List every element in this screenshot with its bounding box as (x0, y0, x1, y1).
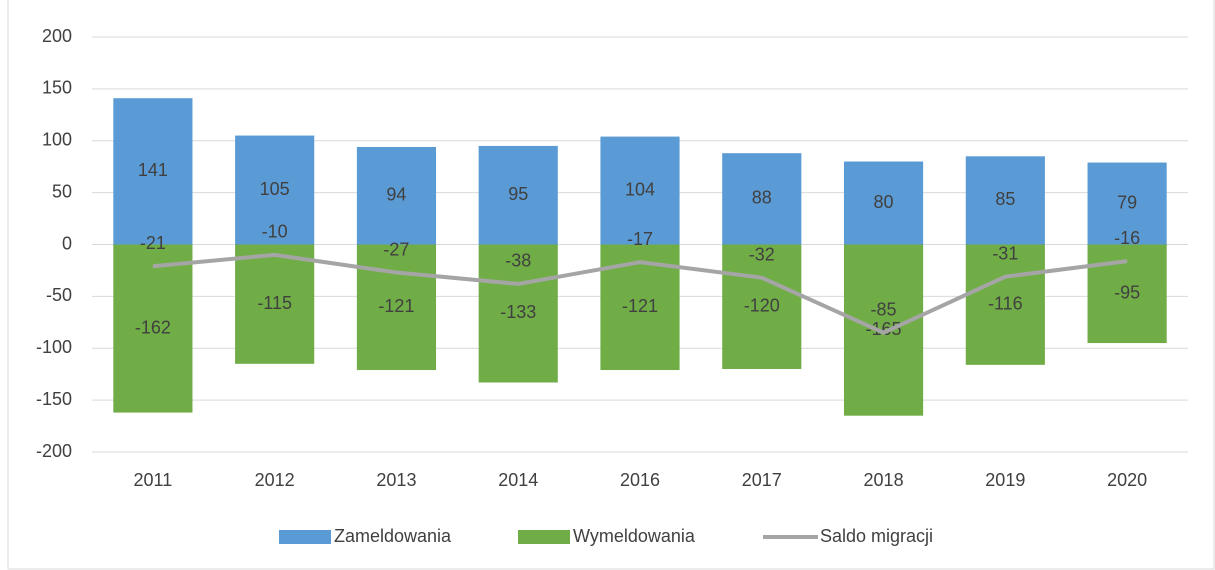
y-tick-label: -100 (36, 337, 72, 357)
data-label: 95 (508, 184, 528, 204)
bar (113, 98, 193, 245)
data-label: 104 (625, 179, 655, 199)
x-tick-label: 2013 (376, 470, 416, 490)
data-label: 88 (752, 188, 772, 208)
y-tick-label: 50 (52, 181, 72, 201)
bar (113, 244, 193, 413)
x-tick-label: 2019 (985, 470, 1025, 490)
data-label: -115 (257, 293, 292, 313)
data-label: -162 (135, 317, 171, 337)
data-label: 94 (386, 184, 406, 204)
bar (1087, 244, 1167, 344)
y-tick-label: -50 (46, 285, 72, 305)
bar (356, 146, 437, 245)
x-tick-label: 2017 (742, 470, 782, 490)
legend-marker (279, 530, 331, 544)
bar (356, 244, 437, 371)
legend-marker (518, 530, 570, 544)
bar (843, 244, 924, 416)
data-label: -120 (744, 296, 780, 316)
bar (965, 156, 1045, 245)
data-label: 80 (874, 192, 894, 212)
data-label: -121 (622, 296, 658, 316)
x-tick-label: 2016 (620, 470, 660, 490)
y-tick-label: 200 (42, 26, 72, 46)
x-tick-label: 2018 (864, 470, 904, 490)
legend-label: Wymeldowania (573, 526, 696, 546)
data-label: -32 (749, 244, 775, 264)
data-label: -121 (378, 296, 414, 316)
line (152, 252, 1128, 335)
data-label: -165 (866, 319, 902, 339)
data-label: 79 (1117, 192, 1137, 212)
data-label: -116 (988, 293, 1023, 313)
y-tick-label: -150 (36, 389, 72, 409)
bar (843, 161, 924, 245)
data-label: 105 (260, 179, 290, 199)
x-tick-label: 2012 (255, 470, 295, 490)
data-label: -27 (383, 239, 409, 259)
x-tick-label: 2014 (498, 470, 538, 490)
data-label: 141 (138, 160, 168, 180)
y-tick-label: 150 (42, 78, 72, 98)
y-tick-label: 100 (42, 130, 72, 150)
y-tick-label: -200 (36, 441, 72, 461)
data-label: -133 (500, 302, 536, 322)
data-label: -31 (992, 243, 1018, 263)
bar (600, 136, 680, 245)
x-tick-label: 2011 (134, 470, 173, 490)
legend-label: Saldo migracji (820, 526, 933, 546)
bar (478, 145, 558, 245)
bar (722, 153, 802, 245)
data-label: -95 (1114, 283, 1140, 303)
bar (1087, 162, 1167, 245)
data-label: -85 (871, 299, 897, 319)
data-label: 85 (995, 189, 1015, 209)
data-label: -21 (140, 233, 166, 253)
x-tick-label: 2020 (1107, 470, 1147, 490)
bar (235, 135, 315, 245)
data-label: -16 (1114, 228, 1140, 248)
legend-label: Zameldowania (334, 526, 452, 546)
bar (235, 244, 315, 364)
bar (965, 244, 1045, 365)
data-label: -17 (627, 229, 653, 249)
y-tick-label: 0 (62, 233, 72, 253)
bar (478, 244, 558, 383)
data-label: -10 (262, 222, 288, 242)
bar (722, 244, 802, 369)
data-label: -38 (505, 251, 531, 271)
